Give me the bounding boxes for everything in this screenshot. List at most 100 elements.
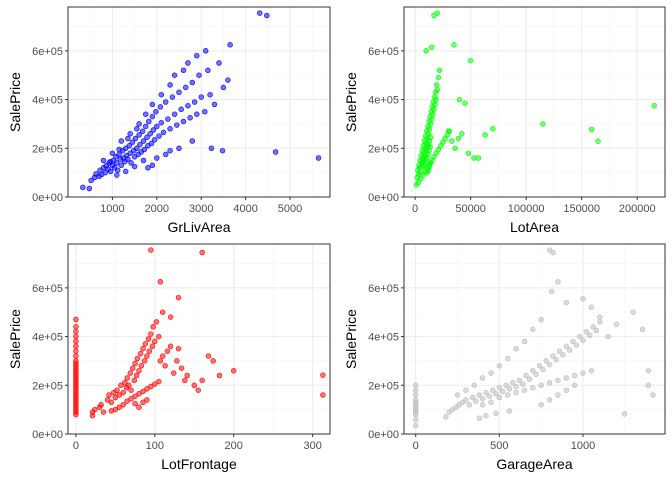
y-tick-label: 0e+00 — [32, 429, 63, 441]
data-point — [412, 387, 419, 393]
data-point — [118, 382, 124, 389]
data-point — [503, 382, 509, 389]
data-point — [150, 324, 156, 330]
data-point — [429, 44, 435, 50]
data-point — [100, 409, 107, 415]
y-tick-label: 0e+00 — [368, 192, 399, 204]
data-point — [530, 326, 536, 333]
data-point — [114, 167, 121, 173]
data-point — [189, 79, 196, 86]
data-point — [157, 358, 164, 364]
y-tick-label: 2e+05 — [368, 143, 399, 155]
data-point — [189, 138, 196, 144]
data-point — [180, 67, 187, 74]
data-point — [122, 380, 128, 386]
x-tick-label: 1000 — [100, 203, 124, 215]
data-point — [159, 309, 166, 315]
data-point — [148, 247, 154, 253]
data-point — [566, 347, 573, 353]
data-point — [573, 342, 580, 348]
data-point — [493, 410, 499, 417]
data-point — [588, 126, 595, 133]
data-point — [153, 319, 160, 325]
data-point — [114, 387, 120, 393]
data-point — [124, 398, 130, 404]
scatter-panel-lotarea: 0 50000 100000 150000 200000 0e+00 2e+05 4e+05 6… — [343, 6, 666, 235]
data-point — [586, 332, 593, 339]
data-point — [423, 48, 429, 54]
data-point — [555, 392, 561, 398]
data-point — [471, 382, 478, 389]
x-tick-label: 0 — [413, 440, 419, 452]
data-point — [73, 375, 79, 381]
data-point — [555, 377, 561, 384]
data-point — [230, 367, 237, 374]
data-point — [513, 345, 519, 352]
y-axis-title: SalePrice — [343, 309, 359, 369]
y-tick-label: 2e+05 — [32, 380, 63, 392]
data-point — [526, 376, 533, 382]
data-point — [533, 371, 539, 378]
data-point — [431, 12, 437, 19]
data-point — [427, 121, 434, 127]
data-point — [167, 126, 173, 132]
x-tick-label: 150000 — [563, 203, 600, 215]
data-point — [613, 321, 620, 328]
data-point — [467, 57, 474, 64]
data-point — [162, 99, 169, 105]
data-point — [92, 406, 98, 413]
y-tick-label: 4e+05 — [368, 332, 399, 344]
data-point — [546, 361, 553, 368]
data-point — [590, 324, 596, 330]
data-point — [483, 412, 489, 419]
data-point — [180, 118, 187, 125]
data-point — [205, 67, 211, 74]
data-point — [138, 363, 145, 369]
data-point — [196, 72, 202, 78]
data-point — [496, 394, 503, 401]
data-point — [482, 132, 488, 138]
data-point — [102, 169, 109, 176]
data-point — [182, 84, 189, 91]
data-point — [112, 394, 119, 401]
data-point — [129, 139, 136, 145]
data-point — [488, 399, 494, 406]
x-axis-title: GarageArea — [496, 456, 572, 472]
data-point — [320, 392, 326, 398]
data-point — [156, 133, 162, 139]
data-point — [108, 408, 115, 414]
data-point — [570, 338, 576, 345]
data-point — [466, 402, 473, 408]
y-tick-label: 6e+05 — [32, 283, 63, 295]
data-point — [520, 381, 526, 387]
data-point — [597, 319, 603, 325]
data-point — [98, 402, 104, 408]
data-point — [136, 404, 142, 410]
data-point — [449, 138, 455, 144]
data-point — [149, 101, 156, 108]
y-tick-label: 6e+05 — [368, 283, 399, 295]
panel-border — [67, 243, 331, 435]
data-point — [88, 177, 94, 184]
y-tick-label: 4e+05 — [32, 95, 63, 107]
data-point — [530, 367, 536, 374]
data-point — [160, 129, 167, 136]
data-point — [142, 123, 149, 130]
x-tick-label: 500 — [490, 440, 508, 452]
data-point — [199, 249, 205, 256]
data-point — [126, 382, 132, 389]
data-point — [142, 111, 149, 117]
data-point — [434, 82, 440, 88]
data-point — [496, 363, 503, 369]
data-point — [164, 348, 171, 354]
data-point — [412, 382, 419, 389]
data-point — [133, 372, 140, 379]
data-point — [125, 156, 131, 162]
data-point — [469, 394, 476, 401]
data-point — [452, 145, 458, 152]
data-point — [571, 382, 578, 389]
panel-border — [403, 243, 666, 435]
data-point — [165, 116, 171, 122]
data-point — [128, 395, 134, 402]
data-point — [140, 157, 147, 164]
